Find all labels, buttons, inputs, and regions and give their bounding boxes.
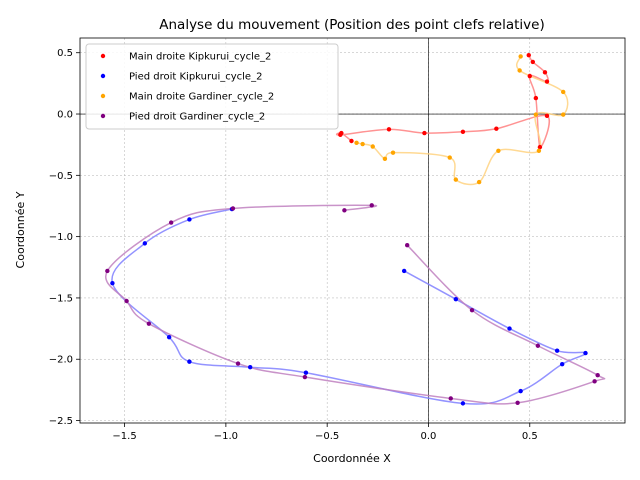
series-3-point	[476, 179, 482, 185]
plot-frame	[79, 37, 626, 424]
y-tick-label: −2.5	[49, 416, 73, 427]
y-tick-label: −1.5	[49, 293, 73, 304]
legend-label-3: Main droite Gardiner_cycle_2	[129, 92, 274, 103]
series-3-point	[536, 148, 542, 153]
legend: Main droite Kipkurui_cycle_2 Pied droit K…	[85, 43, 339, 130]
series-1-point	[494, 126, 499, 131]
series-4-point	[168, 220, 174, 225]
series-1-point	[460, 129, 466, 134]
series-1-point	[533, 95, 539, 101]
series-1-point	[544, 79, 550, 84]
series-4-point	[230, 206, 236, 211]
legend-marker-3	[100, 93, 106, 99]
y-tick-label: −0.5	[49, 171, 73, 182]
series-2-point	[518, 388, 523, 394]
series-2-point	[559, 361, 565, 367]
series-4-point	[342, 208, 347, 213]
series-3-point	[390, 150, 396, 155]
series-3-point	[354, 140, 359, 146]
series-1-point	[542, 70, 548, 75]
axis-ticks: −1.5 −1.0 −0.5 0.0 0.5 0.5 0.0 −0.5 −1.0 −1.5 −2.0…	[49, 48, 538, 442]
x-axis-title: Coordonnée X	[313, 452, 391, 465]
series-4-point	[448, 396, 453, 401]
series-2-point	[247, 365, 253, 370]
series-2-point	[166, 334, 172, 340]
legend-marker-4	[100, 113, 106, 119]
x-tick-label: −1.0	[214, 431, 238, 442]
legend-marker-1	[100, 53, 106, 59]
series-4-point	[302, 374, 308, 380]
series-4-point	[405, 243, 410, 248]
series-2-point	[583, 350, 588, 356]
series-4-point	[515, 400, 520, 405]
y-tick-label: 0.5	[57, 48, 73, 59]
series-2-point	[187, 217, 192, 222]
series-1-point	[530, 59, 536, 65]
legend-label-2: Pied droit Kipkurui_cycle_2	[129, 72, 262, 83]
y-tick-label: 0.0	[57, 110, 73, 121]
legend-label-4: Pied droit Gardiner_cycle_2	[129, 112, 265, 123]
series-2-point	[142, 241, 148, 246]
series-2-point	[453, 296, 459, 302]
legend-box	[85, 43, 339, 130]
series-3-point	[533, 112, 539, 117]
series-3-point	[382, 156, 388, 161]
y-tick-label: −2.0	[49, 355, 73, 366]
x-tick-label: 0.0	[421, 431, 437, 442]
series-1-point	[422, 130, 427, 136]
series-4-point	[105, 268, 110, 274]
series-1-point	[526, 52, 531, 58]
chart-title: Analyse du mouvement (Position des point…	[159, 17, 545, 33]
data-points	[105, 52, 600, 406]
series-1-point	[349, 138, 354, 144]
series-1-point	[386, 127, 392, 132]
series-2-point	[187, 359, 192, 364]
series-3-point	[561, 112, 566, 117]
series-1-point	[537, 144, 543, 150]
series-3-point	[360, 141, 365, 147]
series-2-point	[507, 326, 512, 331]
series-3-point	[453, 177, 459, 182]
series-4-point	[469, 308, 475, 313]
series-3-point	[518, 54, 523, 59]
series-4-point	[592, 379, 597, 384]
y-axis-title: Coordonnée Y	[14, 191, 27, 268]
x-tick-label: 0.5	[522, 431, 538, 442]
series-4-point	[146, 321, 152, 326]
series-2-point	[554, 348, 560, 353]
series-4-point	[235, 361, 241, 366]
series-4-point	[595, 372, 600, 378]
series-4-point	[369, 203, 374, 208]
series-3-point	[517, 68, 522, 73]
series-4-point	[535, 343, 541, 348]
x-tick-label: −0.5	[315, 431, 339, 442]
x-tick-label: −1.5	[112, 431, 136, 442]
y-tick-label: −1.0	[49, 232, 73, 243]
series-2-point	[110, 281, 115, 286]
legend-label-1: Main droite Kipkurui_cycle_2	[129, 52, 271, 63]
series-2-point	[401, 268, 407, 274]
series-3-point	[370, 144, 375, 149]
series-3-point	[447, 155, 452, 160]
series-3-point	[496, 148, 501, 153]
series-4-point	[124, 298, 129, 304]
series-2-point	[460, 401, 466, 406]
series-1-point	[544, 113, 550, 119]
legend-marker-2	[100, 73, 106, 79]
series-3-point	[561, 89, 566, 95]
series-1-point	[339, 130, 344, 136]
series-4-trajectory-line	[105, 204, 606, 405]
series-1-point	[527, 73, 532, 79]
series-2-point	[303, 370, 309, 375]
